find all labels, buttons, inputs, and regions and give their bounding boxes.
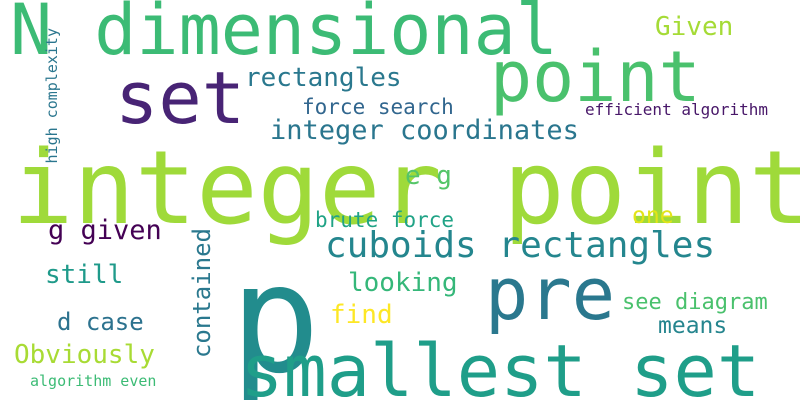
word-point: point [490,36,701,118]
word-g-given: g given [48,215,162,246]
word-one: one [632,203,674,229]
word-looking: looking [348,268,458,298]
word-means: means [658,313,728,339]
word-e-g: e g [405,161,452,191]
word-brute-force: brute force [315,208,455,232]
word-pre: pre [485,252,616,336]
word-still: still [45,260,124,290]
word-find: find [330,300,393,330]
word-rectangles: rectangles [245,63,402,93]
word-smallest-set: smallest set [240,329,761,400]
word-force-search: force search [302,95,454,119]
word-efficient-algorithm: efficient algorithm [585,100,769,119]
word-n-dimensional: N dimensional [10,0,558,71]
word-obviously: Obviously [14,340,155,370]
word-p: p [230,233,321,400]
word-set: set [115,56,246,140]
word-given: Given [655,12,734,42]
word-contained: contained [188,228,216,359]
word-algorithm-even: algorithm even [30,372,157,390]
word-cuboids-rectangles: cuboids rectangles [325,225,716,266]
word-high-complexity: high complexity [43,28,61,164]
word-integer-point: integer point [12,129,800,248]
word-integer-coordinates: integer coordinates [270,115,579,146]
word-d-case: d case [57,308,144,336]
word-see-diagram: see diagram [622,290,768,315]
